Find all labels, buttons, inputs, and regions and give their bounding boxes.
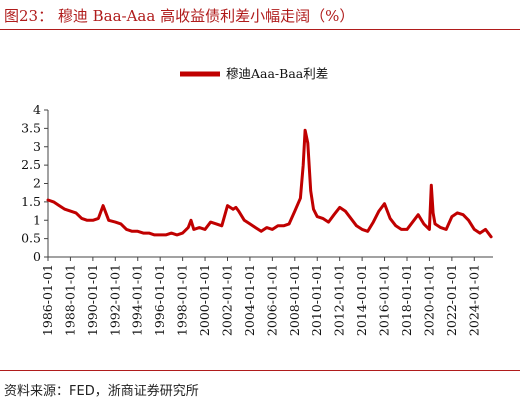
y-tick-label: 2.5: [21, 157, 41, 172]
x-axis: 1986-01-01 1988-01-01 1990-01-01 1992-01-01…: [40, 256, 493, 336]
x-tick-label: 1994-01-01: [130, 264, 145, 336]
x-tick-label: 2018-01-01: [399, 264, 414, 336]
x-tick-label: 1998-01-01: [175, 264, 190, 336]
footer-divider: [0, 370, 520, 371]
series-line-spread: [46, 128, 493, 239]
x-tick-label: 2016-01-01: [377, 264, 392, 336]
title-bar: 图23： 穆迪 Baa-Aaa 高收益债利差小幅走阔（%）: [0, 0, 520, 30]
x-tick-label: 1990-01-01: [85, 264, 100, 336]
x-tick-label: 2008-01-01: [287, 264, 302, 336]
y-tick-label: 1: [33, 212, 41, 227]
x-tick-label: 2006-01-01: [264, 264, 279, 336]
x-tick-label: 2002-01-01: [219, 264, 234, 336]
x-tick-label: 2022-01-01: [444, 264, 459, 336]
x-tick-label: 1986-01-01: [40, 264, 55, 336]
y-tick-label: 3: [33, 139, 41, 154]
x-tick-label: 1996-01-01: [152, 264, 167, 336]
y-tick-label: 3.5: [21, 120, 41, 135]
x-tick-label: 2000-01-01: [197, 264, 212, 336]
y-tick-label: 2: [33, 176, 41, 191]
x-tick-label: 2020-01-01: [421, 264, 436, 336]
x-tick-label: 1992-01-01: [107, 264, 122, 336]
plot-area: [46, 128, 493, 239]
legend: 穆迪Aaa-Baa利差: [180, 66, 328, 81]
source-note: 资料来源：FED，浙商证券研究所: [4, 384, 199, 399]
y-axis: 0 0.5 1 1.5 2 2.5 3 3.5 4: [21, 102, 49, 264]
x-tick-label: 2004-01-01: [242, 264, 257, 336]
x-tick-label: 2014-01-01: [354, 264, 369, 336]
figure-title: 图23： 穆迪 Baa-Aaa 高收益债利差小幅走阔（%）: [4, 7, 355, 25]
y-tick-label: 4: [33, 102, 41, 117]
y-tick-label: 0.5: [21, 231, 41, 246]
legend-label: 穆迪Aaa-Baa利差: [226, 66, 328, 81]
x-tick-label: 2010-01-01: [309, 264, 324, 336]
y-tick-label: 0: [33, 249, 41, 264]
y-tick-label: 1.5: [21, 194, 41, 209]
x-tick-label: 2012-01-01: [332, 264, 347, 336]
line-chart: 穆迪Aaa-Baa利差 0 0.5 1 1.5 2 2.5 3 3.5 4 1986-01-01…: [21, 66, 493, 336]
x-tick-label: 1988-01-01: [62, 264, 77, 336]
x-tick-label: 2024-01-01: [466, 264, 481, 336]
